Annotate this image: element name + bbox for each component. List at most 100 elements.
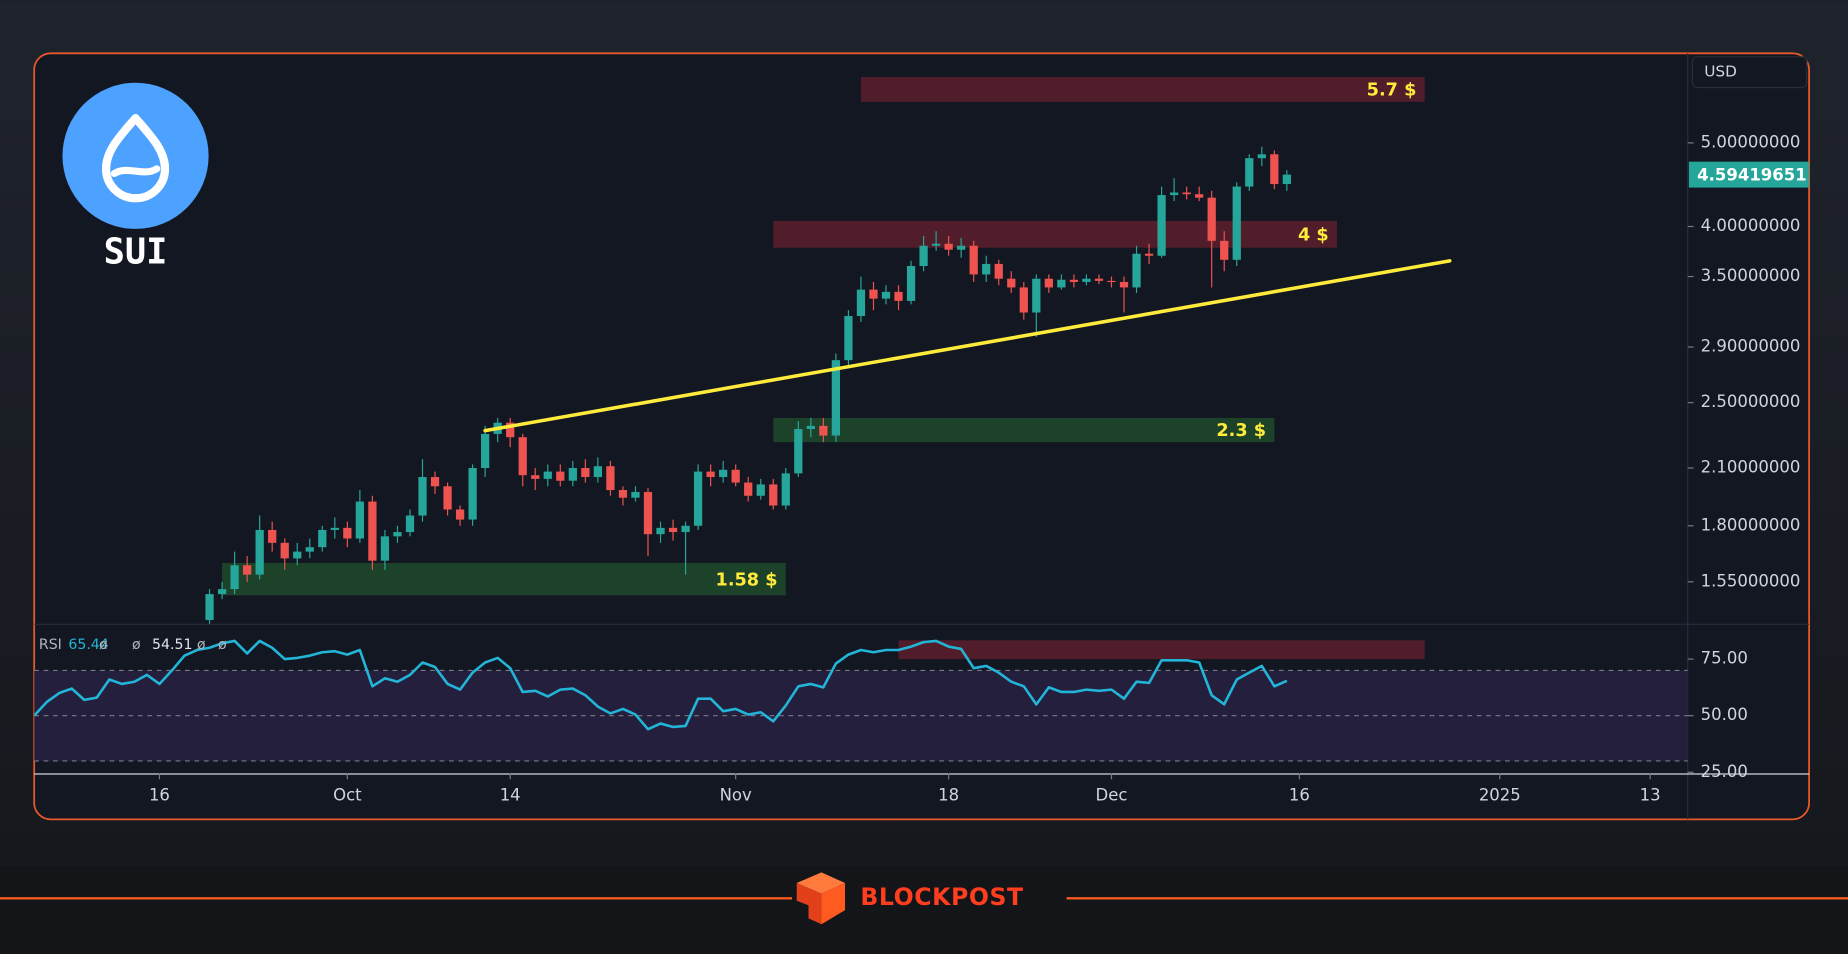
candle-body xyxy=(593,466,603,478)
candle-body xyxy=(468,468,477,520)
rsi-legend-value: 54.51 xyxy=(152,637,192,653)
candle-body xyxy=(831,360,841,436)
candle-body xyxy=(368,501,377,561)
candle-body xyxy=(1169,192,1179,196)
candle-body xyxy=(731,469,740,483)
brand-cube-top xyxy=(796,872,846,894)
zone-label: 5.7 $ xyxy=(1367,81,1417,101)
rsi-title: RSI xyxy=(39,637,62,653)
candle-body xyxy=(894,291,903,301)
currency-box xyxy=(1691,56,1808,89)
candle-body xyxy=(1069,279,1079,282)
candle-body xyxy=(318,529,327,548)
candle-body xyxy=(1007,278,1016,288)
y-tick-label: 25.00 xyxy=(1701,762,1748,781)
candle-body xyxy=(343,527,352,539)
x-tick-label: 16 xyxy=(149,785,170,804)
candle-body xyxy=(656,527,665,535)
candle-body xyxy=(217,589,227,595)
candle-body xyxy=(957,245,966,250)
x-tick-label: 13 xyxy=(1640,785,1661,804)
y-tick-label: 4.00000000 xyxy=(1701,216,1801,235)
logo-name: SUI xyxy=(104,232,168,273)
candle-body xyxy=(681,525,690,533)
logo-circle xyxy=(62,82,209,229)
x-tick-label: 2025 xyxy=(1479,785,1521,804)
candle-body xyxy=(1019,287,1028,313)
candle-body xyxy=(568,468,577,481)
candle-body xyxy=(280,542,289,559)
candle-body xyxy=(1119,281,1129,288)
candle-body xyxy=(1032,278,1041,313)
rsi-legend-value: ø xyxy=(218,637,227,653)
candle-body xyxy=(293,551,302,559)
candle-body xyxy=(1232,186,1241,260)
y-tick-label: 2.50000000 xyxy=(1701,392,1801,411)
candle-body xyxy=(756,484,765,496)
candle-body xyxy=(230,565,239,590)
zone-label: 4 $ xyxy=(1298,226,1329,246)
candle-body xyxy=(944,243,953,250)
candle-body xyxy=(631,491,640,498)
candle-body xyxy=(243,565,252,575)
y-tick-label: 3.50000000 xyxy=(1701,266,1801,285)
candle-body xyxy=(455,509,465,520)
candle-body xyxy=(994,263,1003,279)
y-tick-label: 2.90000000 xyxy=(1701,337,1801,356)
candle-body xyxy=(1245,158,1254,187)
brand-cube-left xyxy=(796,883,822,925)
candle-body xyxy=(556,471,565,481)
rsi-line xyxy=(34,639,1288,731)
brand-cube-right xyxy=(821,883,846,925)
candle-body xyxy=(518,437,527,476)
y-tick-label: 5.00000000 xyxy=(1701,132,1801,151)
candle-body xyxy=(606,466,615,491)
candle-body xyxy=(769,484,778,506)
candle-body xyxy=(355,501,364,539)
candle-body xyxy=(330,527,339,530)
x-tick-label: 14 xyxy=(500,785,521,804)
candle-body xyxy=(1094,278,1104,281)
candle-body xyxy=(744,482,753,496)
candle-body xyxy=(794,429,803,474)
candle-body xyxy=(1057,279,1066,288)
candle-body xyxy=(531,475,540,479)
x-tick-label: Nov xyxy=(720,785,752,804)
trendline xyxy=(483,259,1452,433)
candle-body xyxy=(719,469,728,478)
candle-body xyxy=(255,529,264,575)
x-tick-label: Oct xyxy=(333,785,362,804)
zone xyxy=(773,417,1275,443)
x-tick-label: Dec xyxy=(1096,785,1128,804)
zone-label: 2.3 $ xyxy=(1216,421,1266,441)
zone xyxy=(860,77,1425,102)
candle-body xyxy=(1107,280,1116,283)
candle-body xyxy=(443,486,452,510)
rsi-pane xyxy=(34,639,1688,762)
footer-band xyxy=(0,866,1848,954)
axes: 1.55000000 1.80000000 2.10000000 2.50000000… xyxy=(39,132,1810,804)
candle-body xyxy=(806,425,815,430)
candle-body xyxy=(506,422,515,438)
candle-body xyxy=(1157,195,1166,256)
currency: USD xyxy=(1704,63,1737,81)
candle-body xyxy=(1132,253,1141,288)
candle-body xyxy=(844,316,853,361)
candle-body xyxy=(1207,197,1216,241)
candle-body xyxy=(1270,154,1279,185)
brand-name: BLOCKPOST xyxy=(860,883,1023,911)
x-tick-label: 18 xyxy=(938,785,959,804)
zone-label: 1.58 $ xyxy=(716,570,778,590)
candle-body xyxy=(268,529,277,543)
candle-body xyxy=(969,245,978,275)
candle-body xyxy=(856,289,866,317)
y-tick-label: 1.80000000 xyxy=(1701,515,1801,534)
candle-body xyxy=(869,289,878,299)
y-tick-label: 2.10000000 xyxy=(1701,458,1801,477)
rsi-legend-value: ø xyxy=(197,637,206,653)
candle-body xyxy=(1182,192,1191,195)
candle-body xyxy=(1082,278,1091,282)
candle-body xyxy=(1220,240,1229,260)
candle-body xyxy=(1044,278,1053,288)
y-tick-label: 75.00 xyxy=(1701,649,1748,668)
